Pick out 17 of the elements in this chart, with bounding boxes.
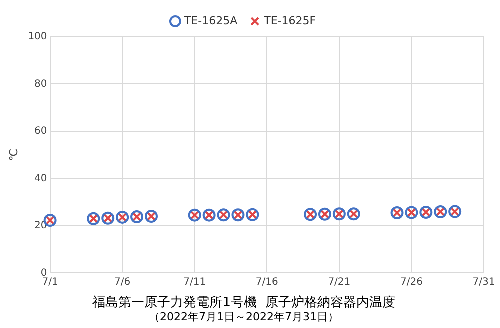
x-tick-label: 7/6 — [114, 276, 131, 288]
y-tick-label: 60 — [34, 126, 48, 138]
legend-label: TE-1625A — [183, 14, 238, 28]
x-tick-label: 7/1 — [42, 276, 58, 288]
x-tick-label: 7/11 — [184, 276, 206, 288]
y-tick-label: 40 — [34, 173, 48, 184]
x-tick-label: 7/26 — [400, 276, 423, 288]
legend-label: TE-1625F — [263, 14, 316, 28]
y-tick-label: 0 — [40, 268, 48, 279]
text: 福島第一原子力発電所1号機 原子炉格納容器内温度 — [92, 294, 396, 310]
x-tick-label: 7/31 — [472, 276, 496, 288]
x-tick-label: 7/16 — [256, 276, 278, 288]
text: （2022年7月1日～2022年7月31日） — [149, 310, 339, 324]
y-tick-label: 80 — [34, 78, 48, 90]
x-tick-label: 7/21 — [328, 276, 351, 288]
y-tick-label: 100 — [28, 32, 48, 43]
y-axis-title: ℃ — [7, 148, 20, 162]
